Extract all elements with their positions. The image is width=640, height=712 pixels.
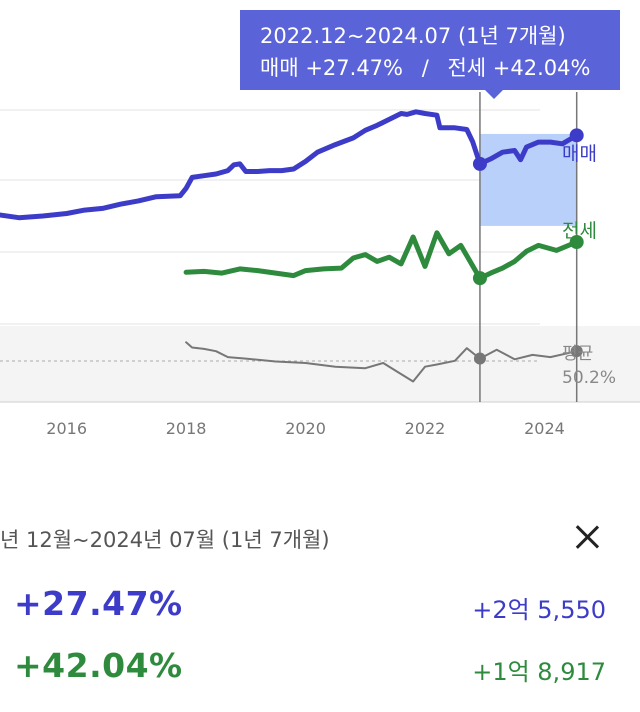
series-2-end-marker bbox=[570, 345, 583, 358]
x-axis-ticks: 2016 2018 2020 2022 2024 bbox=[46, 419, 564, 438]
series-0-start-marker bbox=[472, 156, 487, 171]
close-icon[interactable] bbox=[570, 520, 604, 554]
rent-amount: +1억 8,917 bbox=[472, 658, 606, 686]
tooltip-changes: 매매 +27.47% / 전세 +42.04% bbox=[260, 52, 620, 84]
series-line-0 bbox=[0, 109, 580, 221]
x-tick-label: 2016 bbox=[46, 419, 87, 438]
legend-rent-label: 전세 bbox=[562, 220, 597, 242]
end-labels: 매매 전세 평균 50.2% bbox=[562, 143, 616, 388]
tooltip-sale-change: +27.47% bbox=[305, 56, 403, 80]
detail-panel: 년 12월~2024년 07월 (1년 7개월) +27.47% +2억 5,5… bbox=[0, 478, 640, 712]
series-line-1 bbox=[183, 230, 580, 281]
sale-amount: +2억 5,550 bbox=[472, 596, 606, 624]
panel-range: 년 12월~2024년 07월 (1년 7개월) bbox=[0, 528, 330, 552]
x-tick-label: 2020 bbox=[285, 419, 326, 438]
selection-tooltip: 2022.12~2024.07 (1년 7개월) 매매 +27.47% / 전세… bbox=[240, 10, 620, 99]
legend-sale-label: 매매 bbox=[562, 143, 597, 165]
x-tick-label: 2024 bbox=[524, 419, 565, 438]
sale-percent: +27.47% bbox=[14, 584, 183, 623]
rent-percent: +42.04% bbox=[14, 646, 183, 685]
grid bbox=[0, 109, 640, 403]
legend-avg-value: 50.2% bbox=[562, 368, 616, 388]
tooltip-rent-label: 전세 bbox=[447, 56, 487, 80]
tooltip-rent-change: +42.04% bbox=[492, 56, 591, 80]
series-1-start-marker bbox=[472, 271, 487, 286]
price-chart[interactable]: 2016 2018 2020 2022 2024 매매 전세 평균 50.2% bbox=[0, 0, 640, 470]
legend-avg-label: 평균 bbox=[562, 344, 593, 364]
series-0-end-marker bbox=[569, 128, 584, 143]
series-2-start-marker bbox=[473, 352, 486, 365]
series-line-2 bbox=[185, 341, 578, 383]
series-layer bbox=[0, 109, 584, 383]
series-1-end-marker bbox=[569, 235, 584, 250]
tooltip-separator: / bbox=[421, 56, 429, 80]
tooltip-sale-label: 매매 bbox=[260, 56, 299, 80]
selection-area[interactable] bbox=[479, 133, 577, 226]
x-tick-label: 2018 bbox=[166, 419, 207, 438]
tooltip-range: 2022.12~2024.07 (1년 7개월) bbox=[260, 24, 566, 48]
x-tick-label: 2022 bbox=[405, 419, 446, 438]
